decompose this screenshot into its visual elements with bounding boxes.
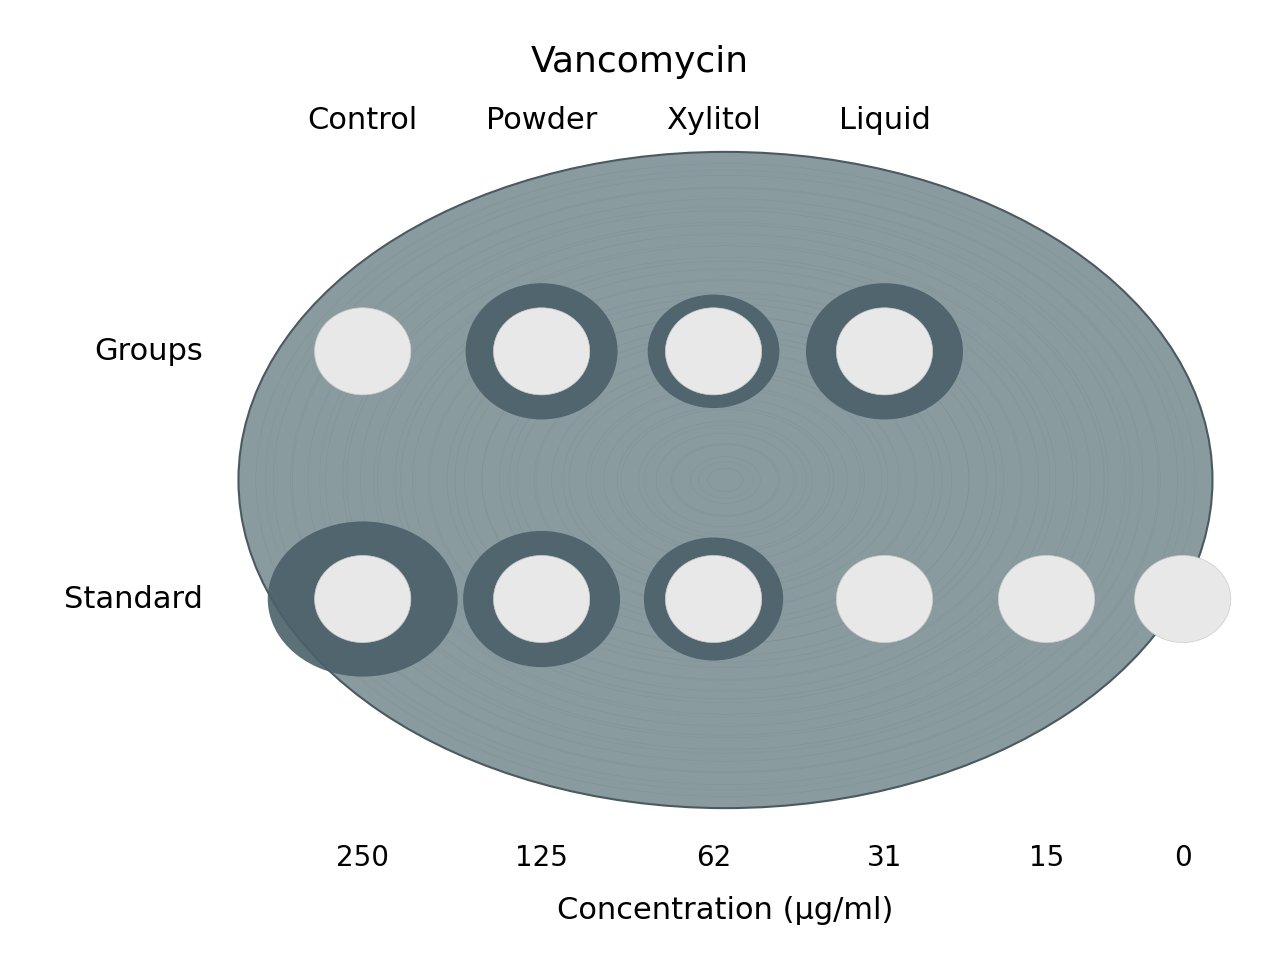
Ellipse shape [494, 556, 590, 642]
Text: Groups: Groups [95, 337, 204, 366]
Ellipse shape [648, 295, 780, 408]
Ellipse shape [806, 283, 963, 420]
Ellipse shape [463, 531, 620, 667]
Ellipse shape [466, 283, 617, 420]
Ellipse shape [644, 538, 783, 660]
Text: Xylitol: Xylitol [666, 106, 762, 134]
Text: Powder: Powder [486, 106, 598, 134]
Ellipse shape [315, 308, 411, 395]
Ellipse shape [494, 308, 590, 395]
Text: Control: Control [307, 106, 417, 134]
Text: 250: 250 [337, 844, 389, 873]
Text: Vancomycin: Vancomycin [531, 45, 749, 79]
Ellipse shape [836, 308, 933, 395]
Ellipse shape [836, 556, 933, 642]
Text: Concentration (μg/ml): Concentration (μg/ml) [557, 897, 893, 925]
Ellipse shape [666, 308, 762, 395]
Ellipse shape [666, 556, 762, 642]
Text: 31: 31 [867, 844, 902, 873]
Ellipse shape [238, 152, 1212, 808]
Text: 0: 0 [1174, 844, 1192, 873]
Text: 15: 15 [1029, 844, 1064, 873]
Text: Liquid: Liquid [838, 106, 931, 134]
Text: Standard: Standard [64, 585, 204, 613]
Ellipse shape [998, 556, 1094, 642]
Ellipse shape [1134, 556, 1231, 642]
Text: 62: 62 [696, 844, 731, 873]
Ellipse shape [268, 521, 458, 677]
Text: 125: 125 [515, 844, 568, 873]
Ellipse shape [315, 556, 411, 642]
